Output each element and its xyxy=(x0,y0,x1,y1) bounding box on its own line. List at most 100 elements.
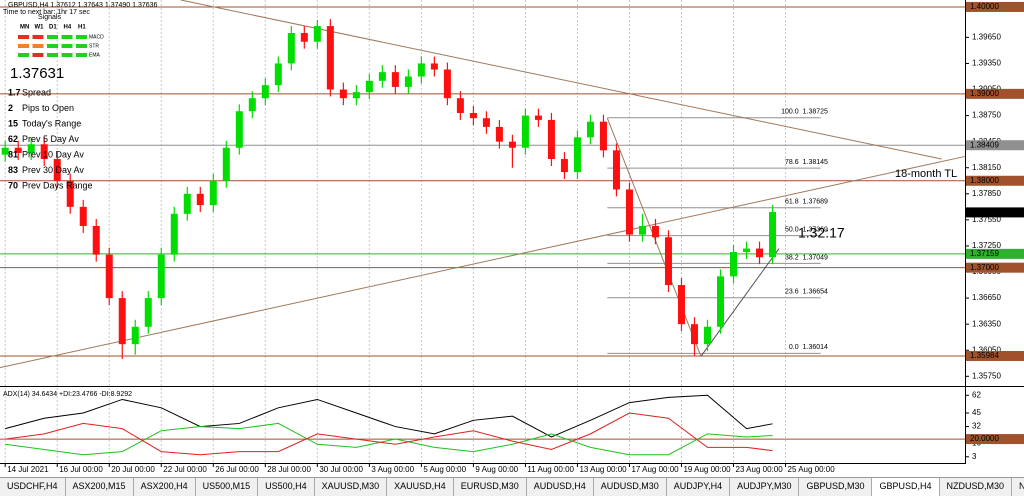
stat-value: 83 xyxy=(8,165,18,175)
fib-value: 1.36014 xyxy=(803,344,828,351)
tab[interactable]: AUDUSD,M30 xyxy=(594,478,667,496)
candle-body xyxy=(743,248,751,253)
stat-label: Pips to Open xyxy=(22,103,74,113)
candle-body xyxy=(14,147,22,153)
indicator-title: ADX(14) 34.6434 +DI:23.4766 -DI:8.9292 xyxy=(3,391,132,398)
candle-body xyxy=(66,180,74,207)
tab[interactable]: ASX200,M15 xyxy=(66,478,134,496)
tab[interactable]: XAUUSD,H4 xyxy=(387,478,454,496)
candle-body xyxy=(560,159,568,173)
tab[interactable]: ASX200,H4 xyxy=(134,478,196,496)
fib-value: 1.38725 xyxy=(803,109,828,116)
price-level-label: 1.35984 xyxy=(970,351,999,360)
signal-name: EMA xyxy=(89,52,101,58)
level-box xyxy=(966,434,1024,445)
tab[interactable]: AUDJPY,M30 xyxy=(730,478,800,496)
candle-body xyxy=(730,252,738,277)
candle-body xyxy=(404,76,412,87)
level-label: 20.0000 xyxy=(970,434,999,443)
candle-body xyxy=(365,80,373,93)
candle-body xyxy=(430,63,438,70)
trendline xyxy=(700,248,780,357)
x-tick-label: 28 Jul 00:00 xyxy=(267,465,311,474)
stat-value: 70 xyxy=(8,180,18,190)
fib-value: 1.37049 xyxy=(803,254,828,261)
signal-cell xyxy=(18,44,29,48)
tab[interactable]: NZDUSD,H4 xyxy=(1012,478,1024,496)
time-note: Time to next bar: 1hr 17 sec xyxy=(3,9,90,16)
fib-value: 1.38145 xyxy=(803,159,828,166)
x-tick-label: 16 Jul 00:00 xyxy=(59,465,103,474)
candle-body xyxy=(534,115,542,120)
candle-body xyxy=(482,118,490,127)
stat-label: Prev Days Range xyxy=(22,180,93,190)
x-tick-label: 25 Aug 00:00 xyxy=(788,465,836,474)
countdown: 1:32:17 xyxy=(798,225,845,241)
y-tick-label: 32 xyxy=(972,422,981,431)
trendline-label: 18-month TL xyxy=(895,168,957,180)
x-tick-label: 5 Aug 00:00 xyxy=(423,465,466,474)
candle-body xyxy=(586,121,594,138)
signal-column: H1 xyxy=(78,25,86,31)
signal-cell xyxy=(47,44,58,48)
price-level-label: 1.39000 xyxy=(970,89,999,98)
candle-body xyxy=(651,225,659,238)
candle-body xyxy=(769,212,777,258)
tab-bar: USDCHF,H4 ASX200,M15 ASX200,H4 US500,M15 US5… xyxy=(0,477,1024,496)
y-tick-label: 1.36350 xyxy=(972,319,1001,328)
indicator-line xyxy=(5,394,773,438)
y-tick-label: 1.36650 xyxy=(972,293,1001,302)
y-tick-label: 1.35750 xyxy=(972,371,1001,380)
y-tick-label: 45 xyxy=(972,408,981,417)
price-level-label: 1.38409 xyxy=(970,140,999,149)
tab[interactable]: AUDJPY,H4 xyxy=(667,478,731,496)
chart-title: GBPUSD,H4 1.37612 1.37643 1.37490 1.3763… xyxy=(8,2,158,9)
price-level-box xyxy=(966,1,1024,12)
candle-body xyxy=(495,126,503,142)
candle-body xyxy=(170,213,178,255)
background xyxy=(0,0,1024,477)
tab[interactable]: GBPUSD,M30 xyxy=(799,478,873,496)
fib-value: 1.37369 xyxy=(803,226,828,233)
signal-column: W1 xyxy=(35,25,45,31)
x-tick-label: 22 Jul 00:00 xyxy=(163,465,207,474)
candle-body xyxy=(235,111,243,148)
tab[interactable]: US500,H4 xyxy=(258,478,315,496)
candle-body xyxy=(677,285,685,325)
stat-label: Prev 10 Day Av xyxy=(22,149,84,159)
price-level-box xyxy=(966,248,1024,259)
price-level-box xyxy=(966,140,1024,151)
signal-name: MACD xyxy=(89,34,104,40)
stat-label: Prev 5 Day Av xyxy=(22,134,79,144)
signal-cell xyxy=(32,35,44,39)
tab[interactable]: XAUUSD,M30 xyxy=(315,478,388,496)
signal-cell xyxy=(32,44,44,48)
price-level-box xyxy=(966,350,1024,361)
tab[interactable]: EURUSD,M30 xyxy=(454,478,527,496)
trendline xyxy=(180,0,942,160)
fib-level: 50.0 xyxy=(785,226,799,233)
x-tick-label: 9 Aug 00:00 xyxy=(475,465,518,474)
x-tick-label: 11 Aug 00:00 xyxy=(527,465,574,474)
tab[interactable]: USDCHF,H4 xyxy=(0,478,66,496)
stat-label: Prev 30 Day Av xyxy=(22,165,84,175)
candle-body xyxy=(612,150,620,190)
fib-value: 1.37689 xyxy=(803,199,828,206)
tab[interactable]: NZDUSD,M30 xyxy=(940,478,1013,496)
fib-level: 23.6 xyxy=(785,289,799,296)
signal-cell xyxy=(32,53,44,57)
y-tick-label: 1.37850 xyxy=(972,189,1001,198)
candle-body xyxy=(222,147,230,181)
x-tick-label: 19 Aug 00:00 xyxy=(683,465,731,474)
tab[interactable]: AUDUSD,H4 xyxy=(527,478,594,496)
stat-value: 81 xyxy=(8,149,18,159)
y-tick-label: 1.39350 xyxy=(972,59,1001,68)
x-tick-label: 26 Jul 00:00 xyxy=(215,465,259,474)
tab[interactable]: US500,M15 xyxy=(196,478,259,496)
tab[interactable]: GBPUSD,H4 xyxy=(872,478,940,496)
current-price-box xyxy=(966,207,1024,218)
y-tick-label: 3 xyxy=(972,452,977,461)
signal-cell xyxy=(47,35,58,39)
signal-cell xyxy=(76,44,87,48)
